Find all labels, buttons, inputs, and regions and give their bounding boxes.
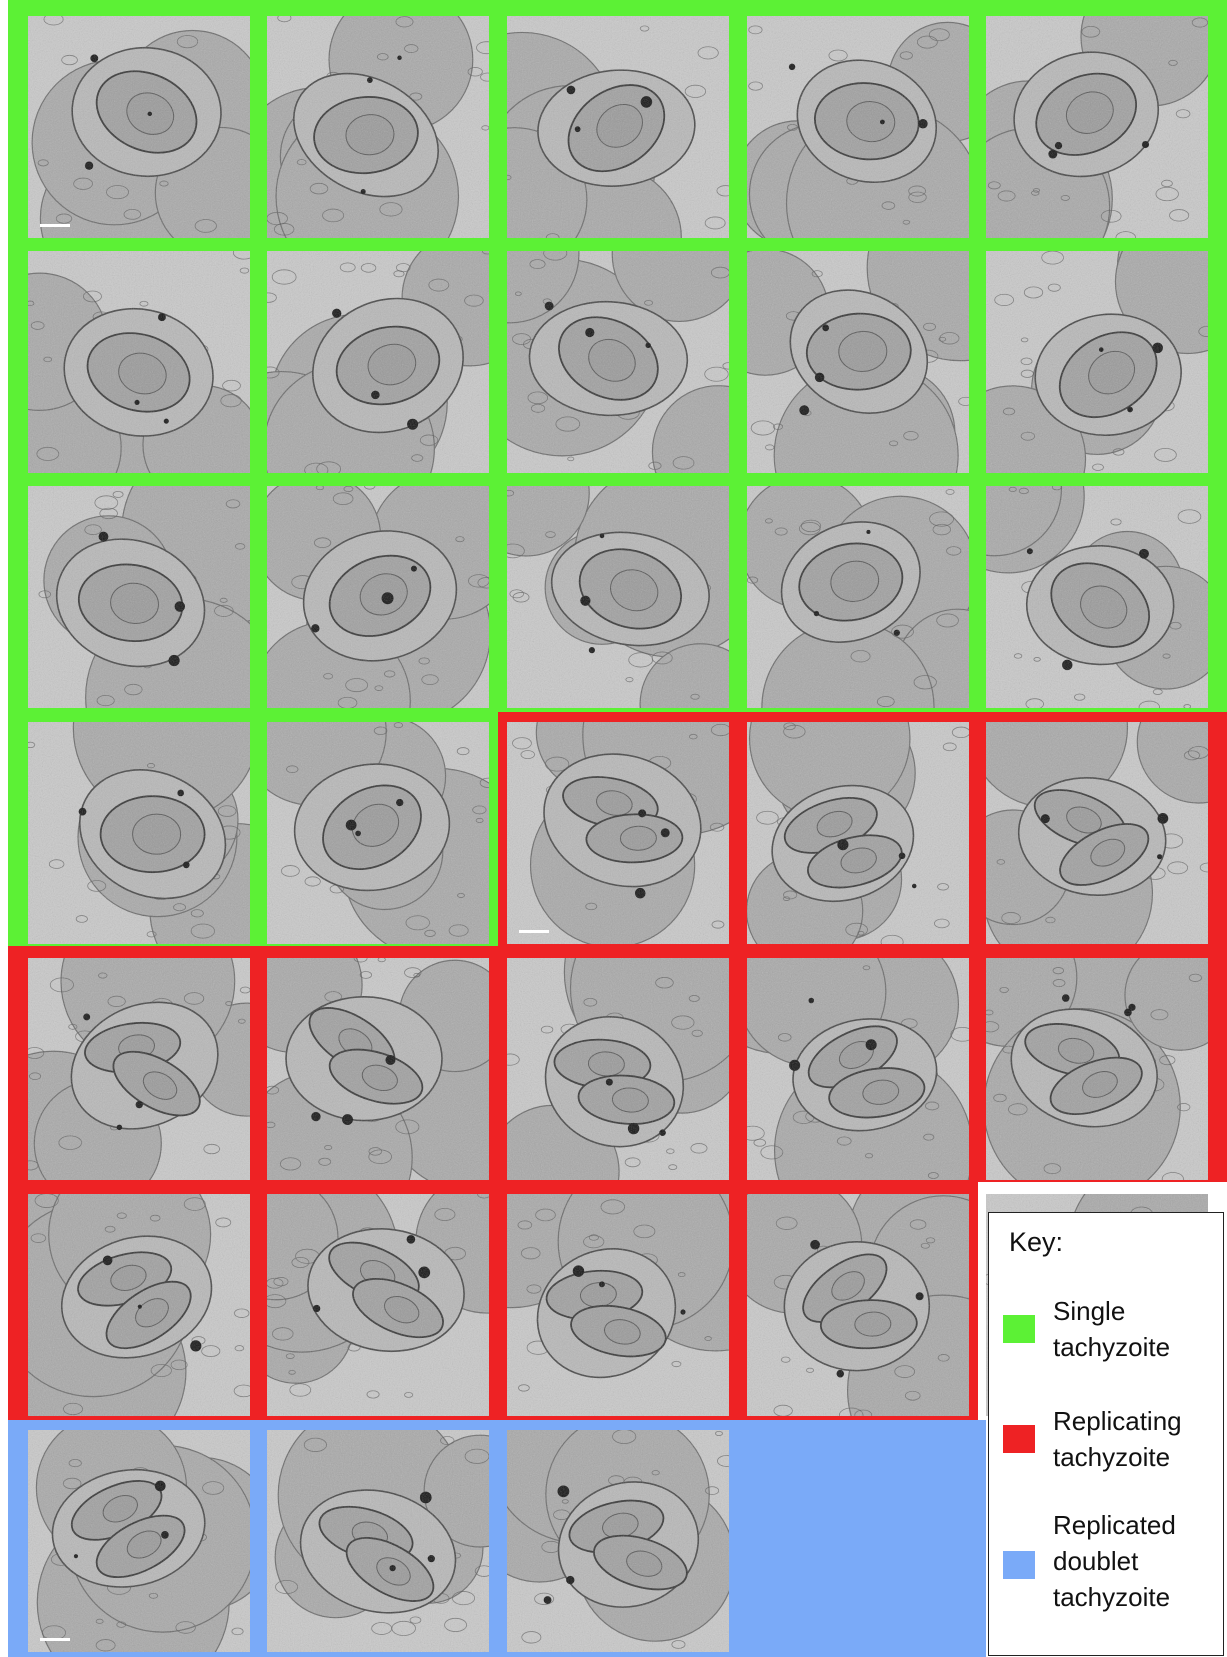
key-label-doublet: Replicated doublet tachyzoite: [1053, 1510, 1176, 1612]
key-swatch-doublet: [1003, 1551, 1035, 1579]
micrograph-panel-single: [986, 16, 1208, 238]
key-swatch-single: [1003, 1315, 1035, 1343]
micrograph-panel-single: [28, 722, 250, 944]
scale-bar: [40, 1638, 70, 1641]
micrograph-panel-replicating: [507, 722, 729, 944]
micrograph-panel-replicating: [507, 958, 729, 1180]
micrograph-panel-replicating: [986, 958, 1208, 1180]
micrograph-panel-single: [267, 16, 489, 238]
scale-bar: [519, 930, 549, 933]
micrograph-panel-replicating: [507, 1194, 729, 1416]
micrograph-panel-single: [507, 16, 729, 238]
micrograph-panel-single: [267, 486, 489, 708]
micrograph-panel-single: [747, 486, 969, 708]
micrograph-panel-doublet: [267, 1430, 489, 1652]
key-label-single: Single tachyzoite: [1053, 1296, 1171, 1362]
micrograph-panel-replicating: [986, 722, 1208, 944]
micrograph-panel-single: [28, 486, 250, 708]
scale-bar: [40, 224, 70, 227]
micrograph-panel-single: [267, 251, 489, 473]
micrograph-panel-replicating: [28, 1194, 250, 1416]
micrograph-panel-single: [28, 251, 250, 473]
micrograph-panel-single: [507, 486, 729, 708]
micrograph-panel-single: [747, 16, 969, 238]
micrograph-panel-single: [28, 16, 250, 238]
key-legend: Key: Single tachyzoite Replicating tachy…: [988, 1212, 1224, 1656]
micrograph-panel-replicating: [747, 958, 969, 1180]
key-swatch-replicating: [1003, 1425, 1035, 1453]
micrograph-panel-single: [986, 486, 1208, 708]
micrograph-panel-doublet: [28, 1430, 250, 1652]
micrograph-panel-single: [747, 251, 969, 473]
micrograph-panel-replicating: [747, 1194, 969, 1416]
micrograph-panel-single: [986, 251, 1208, 473]
key-label-replicating: Replicating tachyzoite: [1053, 1406, 1182, 1472]
micrograph-panel-doublet: [507, 1430, 729, 1652]
micrograph-panel-replicating: [267, 958, 489, 1180]
micrograph-panel-replicating: [267, 1194, 489, 1416]
micrograph-panel-replicating: [747, 722, 969, 944]
micrograph-panel-replicating: [28, 958, 250, 1180]
key-title: Key:: [1009, 1227, 1064, 1257]
micrograph-panel-single: [507, 251, 729, 473]
micrograph-panel-single: [267, 722, 489, 944]
